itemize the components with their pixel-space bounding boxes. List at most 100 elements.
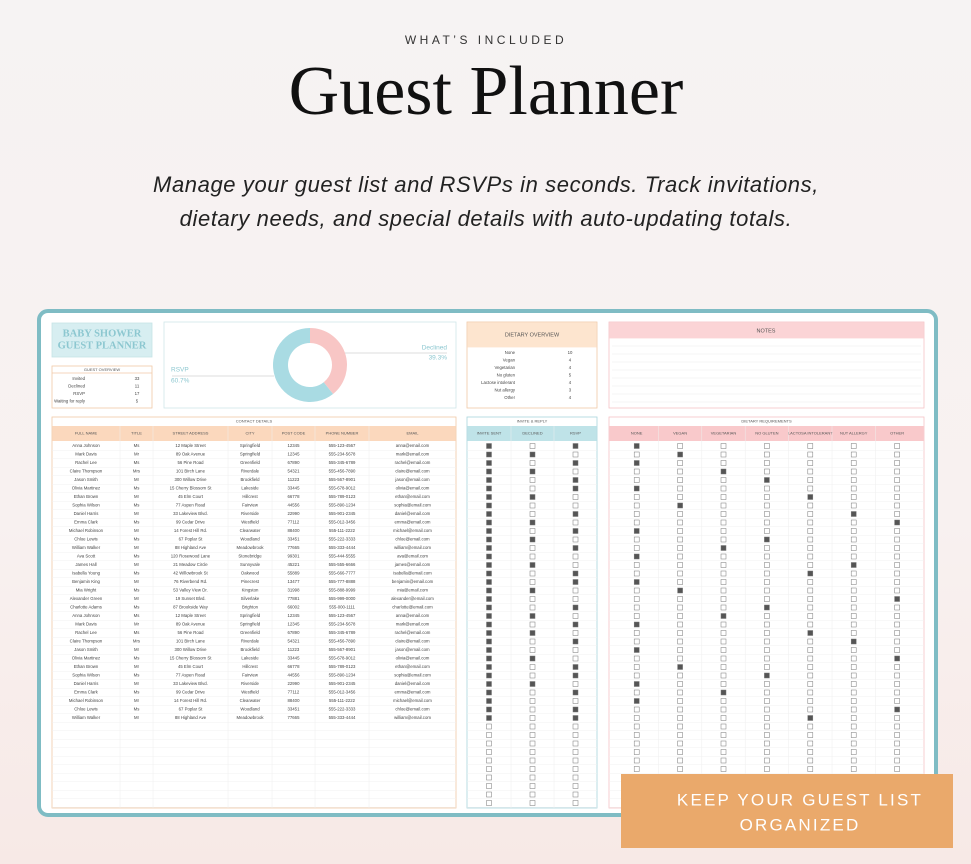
- checkbox: [894, 519, 900, 526]
- checkbox: [633, 664, 640, 670]
- cell-text: 555-012-3456: [329, 520, 356, 525]
- checkbox: [677, 519, 683, 526]
- checkbox: [764, 494, 770, 500]
- cell-text: 555-678-9012: [329, 486, 356, 491]
- checkbox: [764, 519, 770, 526]
- checkbox: [572, 451, 579, 458]
- checkbox: [486, 553, 492, 560]
- cell-text: rachel@email.com: [395, 460, 431, 465]
- checkbox: [486, 604, 492, 611]
- cell-text: 22990: [288, 511, 301, 516]
- cell-text: rachel@email.com: [395, 630, 431, 635]
- checkbox: [720, 587, 727, 594]
- cell-text: 555-567-8901: [329, 647, 356, 652]
- row-value: 4: [569, 358, 572, 363]
- cell-text: 555-456-7890: [329, 639, 356, 644]
- checkbox: [807, 647, 814, 653]
- checkbox: [850, 723, 857, 730]
- cell-text: 555-456-7890: [329, 469, 356, 474]
- checkbox: [486, 477, 492, 483]
- cell-text: anna@email.com: [396, 613, 430, 618]
- checkbox: [764, 723, 770, 730]
- cell-text: 54321: [288, 639, 301, 644]
- cell-text: 77665: [288, 545, 301, 550]
- checkbox: [894, 536, 900, 543]
- checkbox: [764, 570, 770, 577]
- column-header: DECLINED: [522, 431, 542, 436]
- badge: [621, 774, 953, 848]
- cell-text: 33451: [288, 537, 301, 542]
- checkbox: [633, 443, 640, 449]
- checkbox: [894, 485, 900, 492]
- checkbox: [572, 460, 579, 466]
- checkbox: [486, 723, 492, 730]
- column-header: OTHER: [890, 431, 904, 436]
- cell-text: chloe@email.com: [395, 537, 430, 542]
- row-label: Waiting for reply: [54, 399, 86, 404]
- checkbox: [807, 749, 814, 755]
- donut-label: RSVP: [171, 367, 189, 374]
- checkbox: [486, 579, 492, 585]
- cell-text: 300 Willow Drive: [175, 647, 208, 652]
- cell-text: 300 Willow Drive: [175, 477, 208, 482]
- checkbox: [677, 723, 683, 730]
- checkbox: [720, 528, 727, 534]
- checkbox: [633, 562, 640, 568]
- checkbox: [894, 647, 900, 653]
- cell-text: Ms: [134, 554, 140, 559]
- checkbox: [572, 553, 579, 560]
- checkbox: [677, 562, 683, 568]
- checkbox: [807, 706, 814, 713]
- checkbox: [850, 553, 857, 560]
- checkbox: [807, 579, 814, 585]
- checkbox: [677, 494, 683, 500]
- checkbox: [807, 460, 814, 466]
- cell-text: james@email.com: [394, 562, 431, 567]
- logo-box: [51, 322, 153, 358]
- cell-text: Ethan Brown: [74, 494, 99, 499]
- cell-text: 66778: [288, 494, 301, 499]
- checkbox: [894, 596, 900, 602]
- checkbox: [572, 672, 579, 679]
- checkbox: [486, 664, 492, 670]
- row-value: 5: [136, 399, 139, 404]
- cell-text: 12345: [288, 622, 301, 627]
- checkbox: [720, 511, 727, 517]
- column-header: PHONE NUMBER: [326, 431, 359, 436]
- cell-text: 555-123-4567: [329, 443, 356, 448]
- checkbox: [572, 545, 579, 551]
- checkbox: [807, 698, 814, 704]
- checkbox: [807, 621, 814, 628]
- checkbox: [633, 570, 640, 577]
- cell-text: Greenfield: [240, 630, 260, 635]
- column-header: LACTOSA INTOLERANT: [788, 431, 833, 436]
- cell-text: 555-789-0123: [329, 494, 356, 499]
- checkbox: [486, 740, 492, 747]
- cell-text: Mia Wright: [76, 588, 97, 593]
- cell-text: Pinecrest: [241, 579, 260, 584]
- checkbox: [764, 757, 770, 764]
- column-header: VEGETARIAN: [711, 431, 737, 436]
- checkbox: [529, 613, 536, 619]
- donut-label: Declined: [422, 345, 448, 352]
- checkbox: [572, 443, 579, 449]
- checkbox: [677, 579, 683, 585]
- checkbox: [633, 536, 640, 543]
- checkbox: [486, 545, 492, 551]
- checkbox: [677, 485, 683, 492]
- checkbox: [633, 630, 640, 636]
- cell-text: Jason Smith: [74, 647, 98, 652]
- checkbox: [764, 545, 770, 551]
- cell-text: Fairview: [242, 503, 259, 508]
- checkbox: [850, 579, 857, 585]
- cell-text: 54321: [288, 469, 301, 474]
- cell-text: 44556: [288, 503, 301, 508]
- checkbox: [529, 451, 536, 458]
- cell-text: jason@email.com: [394, 647, 430, 652]
- checkbox: [572, 621, 579, 628]
- cell-text: Ms: [134, 673, 140, 678]
- checkbox: [486, 451, 492, 458]
- column-header: STREET ADDRESS: [173, 431, 209, 436]
- cell-text: Mr: [134, 596, 140, 601]
- cell-text: 77665: [288, 715, 301, 720]
